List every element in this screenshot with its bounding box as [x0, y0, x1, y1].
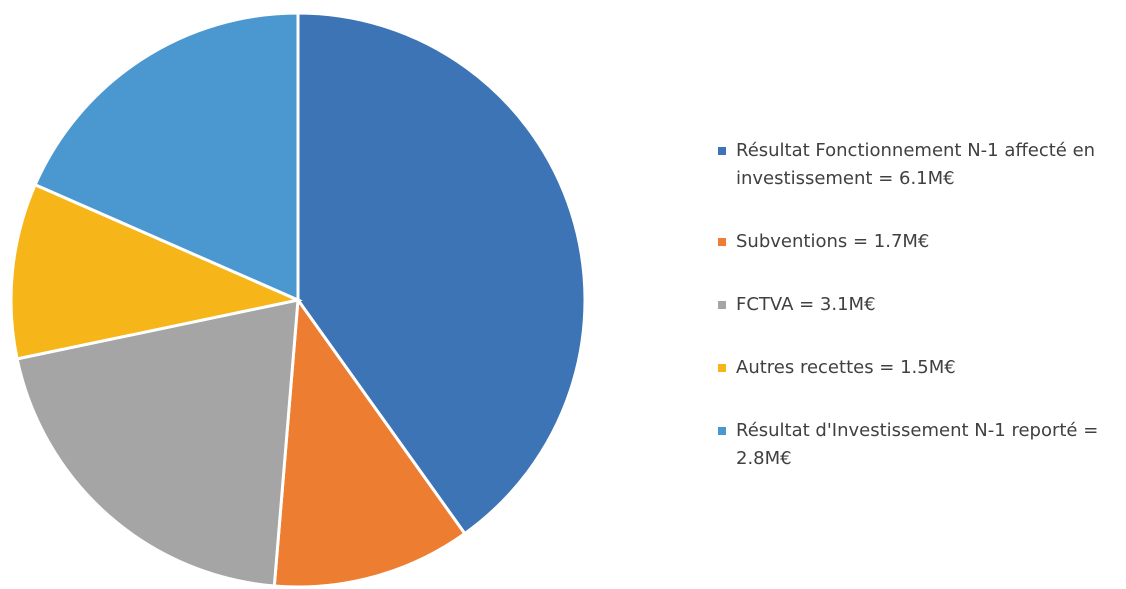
- pie-slice: [272, 295, 467, 589]
- legend: Résultat Fonctionnement N-1 affecté en i…: [718, 120, 1118, 490]
- legend-item: Résultat Fonctionnement N-1 affecté en i…: [718, 137, 1118, 193]
- legend-swatch: [718, 426, 726, 435]
- legend-label: Subventions = 1.7M€: [736, 231, 930, 253]
- pie-slice: [296, 11, 587, 536]
- legend-swatch: [718, 238, 726, 247]
- pie-slice: [9, 182, 303, 361]
- legend-item: Résultat d'Investissement N-1 reporté = …: [718, 417, 1118, 473]
- pie-slice: [15, 298, 300, 588]
- legend-swatch: [718, 300, 726, 309]
- pie-slice: [33, 11, 300, 303]
- legend-label: FCTVA = 3.1M€: [736, 293, 876, 315]
- legend-item: Subventions = 1.7M€: [718, 228, 1118, 256]
- legend-label: Résultat Fonctionnement N-1 affecté en i…: [736, 140, 1096, 190]
- pie-area: [9, 11, 587, 589]
- legend-label: Résultat d'Investissement N-1 reporté = …: [736, 419, 1099, 469]
- legend-swatch: [718, 147, 726, 156]
- legend-swatch: [718, 363, 726, 372]
- legend-item: FCTVA = 3.1M€: [718, 291, 1118, 319]
- legend-item: Autres recettes = 1.5M€: [718, 354, 1118, 382]
- legend-label: Autres recettes = 1.5M€: [736, 356, 956, 378]
